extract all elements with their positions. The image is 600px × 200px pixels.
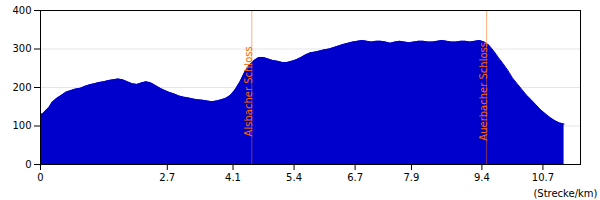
svg-text:10.7: 10.7 <box>532 172 554 183</box>
svg-text:0: 0 <box>37 172 43 183</box>
svg-text:9.4: 9.4 <box>474 172 490 183</box>
svg-text:5.4: 5.4 <box>286 172 302 183</box>
svg-text:0: 0 <box>25 159 31 170</box>
svg-text:Alsbacher Schloss: Alsbacher Schloss <box>243 46 254 136</box>
svg-text:300: 300 <box>12 43 31 54</box>
svg-text:4.1: 4.1 <box>225 172 241 183</box>
svg-text:200: 200 <box>12 82 31 93</box>
svg-text:100: 100 <box>12 120 31 131</box>
svg-text:400: 400 <box>12 5 31 16</box>
svg-text:6.7: 6.7 <box>347 172 363 183</box>
svg-text:(Strecke/km): (Strecke/km) <box>533 188 597 199</box>
svg-text:2.7: 2.7 <box>159 172 175 183</box>
svg-text:Auerbacher Schloss: Auerbacher Schloss <box>478 42 489 141</box>
svg-text:7.9: 7.9 <box>404 172 420 183</box>
